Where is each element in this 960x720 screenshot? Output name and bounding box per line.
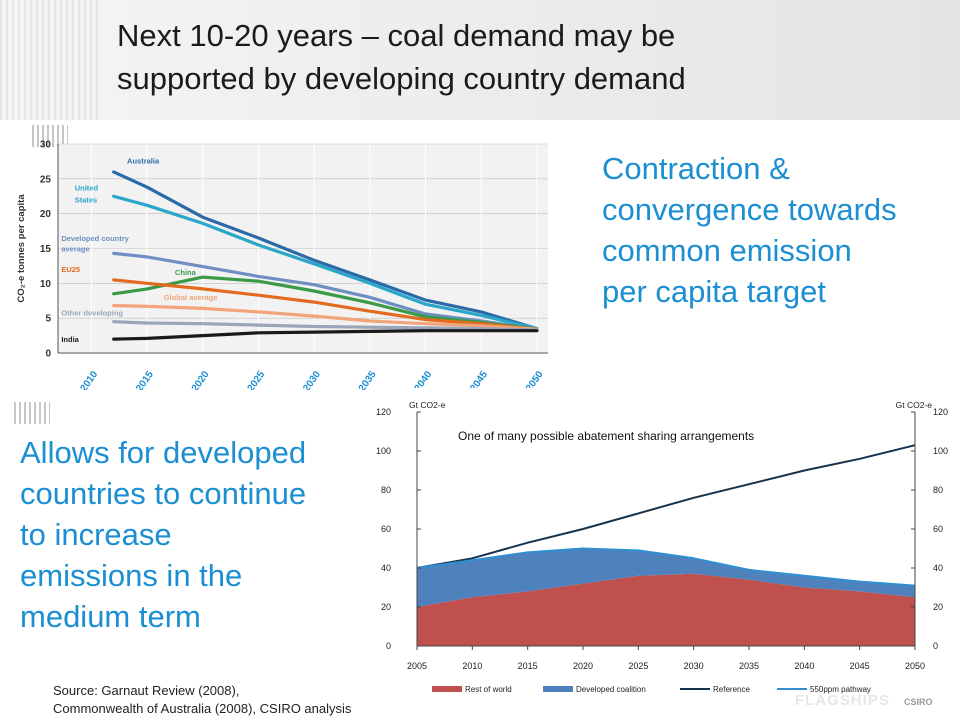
convergence-text: Contraction & convergence towards common… (602, 148, 897, 312)
y-axis-label: CO₂-e tonnes per capita (16, 194, 27, 303)
series-label-eu25: EU25 (61, 265, 80, 274)
area-developed-coalition (417, 548, 915, 607)
convergence-text-line: per capita target (602, 274, 827, 309)
flagships-logo: FLAGSHIPS (795, 692, 890, 709)
slide-title: Next 10-20 years – coal demand may be su… (117, 14, 937, 100)
developed-text-line: emissions in the (20, 558, 243, 593)
title-bar: Next 10-20 years – coal demand may be su… (0, 0, 960, 120)
developed-text-line: Allows for developed (20, 435, 307, 470)
series-line-developed-country-average (112, 251, 539, 331)
source-note: Source: Garnaut Review (2008), Commonwea… (53, 682, 351, 718)
y-tick-label-left: 20 (381, 602, 391, 612)
y-tick-label-right: 0 (933, 641, 938, 651)
x-tick-label: 2050 (905, 661, 925, 671)
series-line-reference (416, 444, 916, 569)
x-tick-label: 2025 (628, 661, 648, 671)
x-tick-label: 2005 (407, 661, 427, 671)
area-rest-of-world (417, 573, 915, 646)
csiro-logo: CSIRO (904, 697, 933, 707)
x-tick-label: 2040 (794, 661, 814, 671)
y-tick-label-right: 20 (933, 602, 943, 612)
y-tick-label: 0 (45, 349, 51, 360)
series-label-united-states: States (75, 196, 98, 205)
series-line-australia (112, 170, 539, 331)
decorative-stripes (32, 125, 68, 147)
x-tick-label: 2015 (518, 661, 538, 671)
convergence-text-line: convergence towards (602, 192, 897, 227)
y-tick-label-right: 120 (933, 407, 948, 417)
y-tick-label: 15 (40, 244, 52, 255)
series-label-china: China (175, 268, 197, 277)
y-tick-label-left: 100 (376, 446, 391, 456)
x-tick-label: 2045 (468, 369, 490, 390)
decorative-stripes (14, 402, 50, 424)
y-tick-label-right: 80 (933, 485, 943, 495)
y-tick-label: 30 (40, 140, 52, 151)
x-tick-label: 2035 (739, 661, 759, 671)
header-stripes (0, 0, 100, 120)
y-tick-label-right: 40 (933, 563, 943, 573)
x-tick-label: 2020 (190, 369, 212, 390)
series-label-united-states: United (75, 184, 99, 193)
y-axis-label-left: Gt CO2-e (409, 400, 446, 410)
series-label-india: India (61, 335, 79, 344)
series-line-eu25 (112, 278, 539, 331)
x-tick-label: 2025 (246, 369, 268, 390)
x-tick-label: 2045 (850, 661, 870, 671)
slide-title-line2: supported by developing country demand (117, 61, 686, 96)
y-tick-label-left: 60 (381, 524, 391, 534)
chart2-title: One of many possible abatement sharing a… (458, 429, 754, 443)
legend-label-rest-of-world: Rest of world (465, 685, 512, 694)
series-line-other-developing (112, 320, 539, 332)
legend-label-developed-coalition: Developed coalition (576, 685, 646, 694)
y-tick-label: 10 (40, 279, 52, 290)
y-tick-label-left: 40 (381, 563, 391, 573)
x-tick-label: 2020 (573, 661, 593, 671)
x-tick-label: 2050 (524, 369, 546, 390)
y-tick-label-left: 80 (381, 485, 391, 495)
y-tick-label-left: 120 (376, 407, 391, 417)
y-tick-label: 5 (45, 314, 51, 325)
series-label-developed-country-average: Developed country (61, 234, 129, 243)
developed-text-line: medium term (20, 599, 201, 634)
x-tick-label: 2040 (413, 369, 435, 390)
developed-countries-text: Allows for developed countries to contin… (20, 432, 306, 637)
series-label-global-average: Global average (164, 293, 218, 302)
developed-text-line: to increase (20, 517, 172, 552)
series-label-australia: Australia (127, 157, 160, 166)
x-tick-label: 2010 (462, 661, 482, 671)
y-tick-label: 25 (40, 174, 52, 185)
x-tick-label: 2030 (301, 369, 323, 390)
series-line-united-states (112, 194, 539, 331)
series-label-other-developing: Other developing (61, 308, 123, 317)
x-tick-label: 2030 (684, 661, 704, 671)
series-line-550ppm-pathway (416, 547, 916, 587)
series-line-global-average (112, 304, 539, 331)
y-tick-label-right: 60 (933, 524, 943, 534)
convergence-text-line: Contraction & (602, 151, 790, 186)
convergence-text-line: common emission (602, 233, 852, 268)
legend-label-reference: Reference (713, 685, 750, 694)
series-label-developed-country-average: average (61, 244, 89, 253)
source-line1: Source: Garnaut Review (2008), (53, 683, 240, 698)
x-tick-label: 2015 (134, 369, 156, 390)
legend-label-550ppm-pathway: 550ppm pathway (810, 685, 871, 694)
series-line-india (112, 329, 539, 341)
y-tick-label-left: 0 (386, 641, 391, 651)
y-axis-label-right: Gt CO2-e (896, 400, 933, 410)
x-tick-label: 2035 (357, 369, 379, 390)
developed-text-line: countries to continue (20, 476, 307, 511)
y-tick-label-right: 100 (933, 446, 948, 456)
slide-title-line1: Next 10-20 years – coal demand may be (117, 18, 676, 53)
x-tick-label: 2010 (78, 369, 100, 390)
y-tick-label: 20 (40, 209, 52, 220)
source-line2: Commonwealth of Australia (2008), CSIRO … (53, 701, 352, 716)
